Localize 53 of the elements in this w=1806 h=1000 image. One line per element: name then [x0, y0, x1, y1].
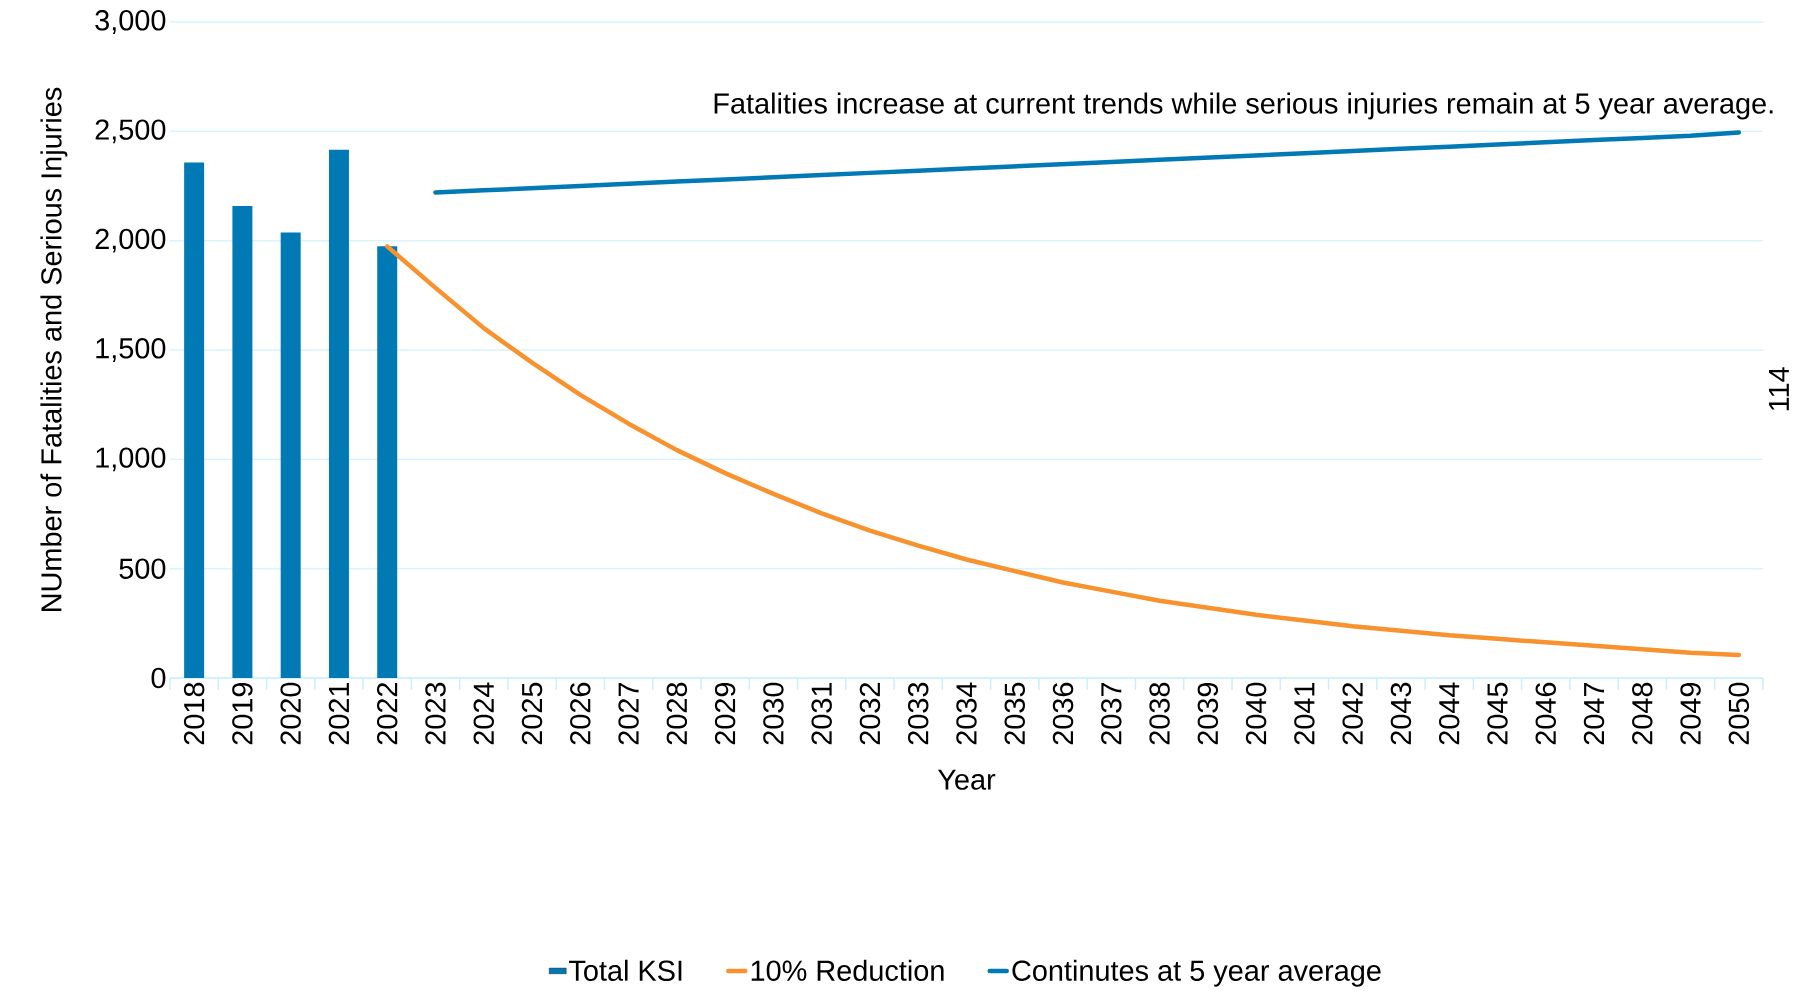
y-tick-label: 2,000	[95, 228, 166, 253]
x-tick-label: 2027	[618, 682, 639, 745]
bar	[280, 232, 301, 678]
x-tick-label: 2025	[521, 682, 543, 745]
x-tick-label: 2049	[1680, 682, 1701, 745]
x-tick-label: 2031	[811, 682, 832, 745]
x-tick-label: 2039	[1197, 682, 1219, 745]
x-tick-label: 2040	[1245, 682, 1267, 745]
bar	[232, 206, 253, 678]
x-tick-label: 2023	[425, 682, 446, 745]
y-tick-label: 3,000	[95, 10, 166, 34]
x-tick-label: 2041	[1294, 682, 1315, 745]
bar	[328, 149, 349, 678]
y-tick-label: 1,000	[96, 447, 166, 472]
bar	[377, 246, 398, 678]
x-tick-label: 2024	[473, 682, 494, 745]
x-axis-title: Year	[937, 769, 996, 790]
x-tick-label: 2037	[1101, 682, 1122, 745]
x-tick-label: 2028	[666, 682, 688, 745]
x-tick-label: 2020	[280, 682, 301, 745]
y-tick-label: 500	[119, 558, 166, 579]
x-tick-label: 2038	[1149, 682, 1170, 745]
bar	[184, 162, 205, 678]
y-tick-label: 2,500	[95, 119, 166, 144]
y-tick-label: 1,500	[96, 338, 166, 362]
x-tick-label: 2032	[859, 682, 881, 745]
x-tick-label: 2019	[232, 682, 253, 745]
x-tick-label: 2030	[763, 682, 784, 745]
y-tick-label: 0	[151, 667, 166, 689]
x-tick-label: 2043	[1390, 682, 1412, 745]
x-tick-label: 2044	[1438, 682, 1460, 745]
legend-label: Total KSI	[569, 959, 682, 981]
x-tick-label: 2050	[1728, 682, 1750, 745]
x-tick-label: 2048	[1632, 682, 1653, 745]
x-tick-label: 2033	[908, 682, 929, 745]
x-tick-label: 2022	[377, 682, 398, 745]
x-tick-label: 2042	[1342, 682, 1363, 745]
x-tick-label: 2047	[1583, 682, 1605, 745]
legend-label: 10% Reduction	[751, 959, 944, 981]
x-tick-label: 2029	[714, 682, 736, 745]
line-series	[384, 244, 1742, 658]
x-tick-label: 2036	[1052, 682, 1074, 745]
annotation: Fatalities increase at current trends while serious injuries remain at 5 year average.	[714, 92, 1773, 120]
legend-label: Continutes at 5 year average	[1012, 959, 1381, 987]
x-tick-label: 2021	[328, 682, 350, 745]
x-tick-label: 2046	[1535, 682, 1556, 745]
y-axis-title: NUmber of Fatalities and Serious Injuries	[40, 87, 68, 611]
x-tick-label: 2034	[956, 682, 977, 745]
x-tick-label: 2026	[570, 682, 591, 745]
x-tick-label: 2045	[1487, 682, 1508, 745]
x-tick-label: 2035	[1004, 682, 1025, 745]
x-tick-label: 2018	[183, 682, 205, 745]
text: 114	[1768, 367, 1789, 411]
